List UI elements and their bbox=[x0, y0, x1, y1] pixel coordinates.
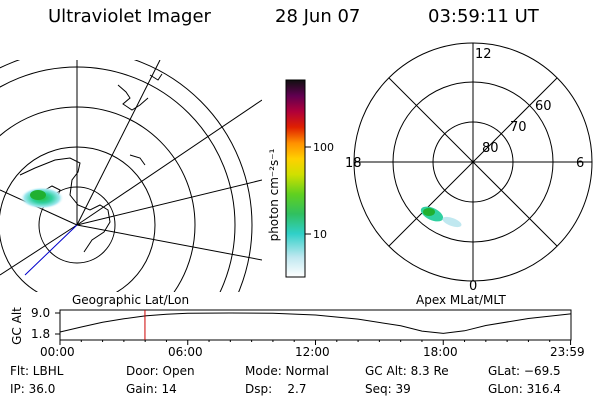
mode-info: Mode: Normal bbox=[245, 364, 329, 378]
door-info: Door: Open bbox=[126, 364, 195, 378]
gc-alt-info: GC Alt: 8.3 Re bbox=[365, 364, 449, 378]
x-tick-2359: 23:59 bbox=[550, 345, 585, 359]
mlt-label-12: 12 bbox=[475, 47, 492, 62]
colorbar bbox=[285, 79, 311, 278]
gain-info: Gain: 14 bbox=[126, 382, 177, 396]
right-map-label: Apex MLat/MLT bbox=[416, 293, 506, 307]
time-label: 03:59:11 UT bbox=[428, 6, 539, 27]
colorbar-tick-10: 10 bbox=[313, 228, 327, 241]
x-tick-1200: 12:00 bbox=[295, 345, 330, 359]
ip-info: IP: 36.0 bbox=[10, 382, 56, 396]
seq-info: Seq: 39 bbox=[365, 382, 411, 396]
y-axis-label: GC Alt bbox=[10, 307, 24, 345]
y-tick-9: 9.0 bbox=[31, 306, 50, 320]
mlt-label-0: 0 bbox=[469, 279, 477, 294]
apex-map bbox=[353, 42, 593, 282]
mlat-label-60: 60 bbox=[535, 99, 552, 114]
filter-info: Flt: LBHL bbox=[10, 364, 64, 378]
glat-info: GLat: −69.5 bbox=[488, 364, 561, 378]
altitude-chart bbox=[55, 309, 572, 345]
left-map-label: Geographic Lat/Lon bbox=[72, 293, 189, 307]
colorbar-unit-label: photon cm⁻²s⁻¹ bbox=[267, 148, 281, 241]
glon-info: GLon: 316.4 bbox=[488, 382, 561, 396]
x-tick-1800: 18:00 bbox=[423, 345, 458, 359]
instrument-title: Ultraviolet Imager bbox=[48, 6, 211, 27]
mlt-label-6: 6 bbox=[576, 156, 584, 171]
dsp-info: Dsp: 2.7 bbox=[245, 382, 307, 396]
colorbar-tick-100: 100 bbox=[313, 141, 334, 154]
satellite-track-line bbox=[24, 224, 78, 276]
mlat-label-80: 80 bbox=[482, 141, 499, 156]
x-tick-0600: 06:00 bbox=[168, 345, 203, 359]
mlt-label-18: 18 bbox=[345, 156, 362, 171]
date-label: 28 Jun 07 bbox=[275, 6, 361, 27]
mlat-label-70: 70 bbox=[510, 120, 527, 135]
y-tick-1-8: 1.8 bbox=[31, 327, 50, 341]
geographic-map bbox=[0, 60, 262, 292]
altitude-series-line bbox=[59, 312, 571, 334]
x-tick-0000: 00:00 bbox=[40, 345, 75, 359]
